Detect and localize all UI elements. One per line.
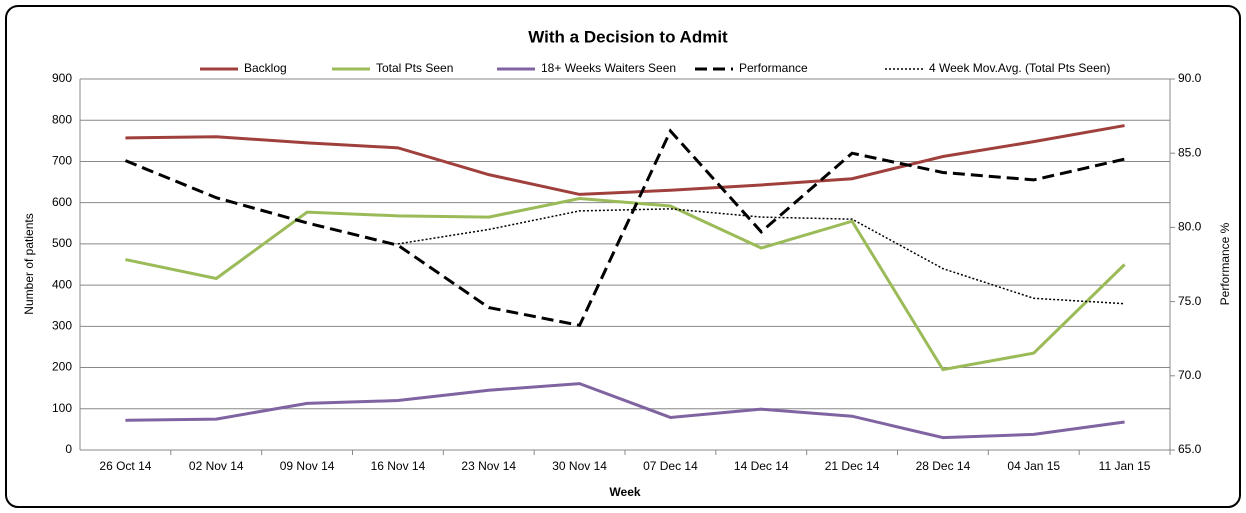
y2-tick-label: 70.0 (1178, 368, 1202, 382)
series-line (125, 382, 1125, 440)
y2-tick-label: 75.0 (1178, 294, 1202, 308)
x-tick-label: 11 Jan 15 (1099, 459, 1151, 473)
series-line (124, 128, 1125, 328)
legend-label: Performance (739, 61, 808, 75)
y2-tick-label: 90.0 (1178, 71, 1202, 85)
y2-tick-label: 65.0 (1178, 442, 1202, 456)
x-tick-label: 07 Dec 14 (643, 459, 698, 473)
legend-label: 18+ Weeks Waiters Seen (541, 61, 676, 75)
chart-frame (5, 5, 1241, 508)
x-tick-label: 02 Nov 14 (189, 459, 244, 473)
x-tick-label: 16 Nov 14 (371, 459, 426, 473)
x-tick-label: 23 Nov 14 (461, 459, 516, 473)
series-line (397, 208, 1125, 305)
y2-tick-label: 85.0 (1178, 145, 1202, 159)
legend-label: 4 Week Mov.Avg. (Total Pts Seen) (929, 61, 1110, 75)
y-axis-label: Number of patients (22, 213, 36, 314)
x-tick-label: 28 Dec 14 (916, 459, 971, 473)
x-axis-label: Week (609, 485, 640, 499)
legend-label: Total Pts Seen (376, 61, 453, 75)
y-tick-label: 100 (52, 401, 72, 415)
series-line (125, 124, 1125, 196)
x-tick-label: 21 Dec 14 (825, 459, 880, 473)
x-tick-label: 26 Oct 14 (99, 459, 151, 473)
y-tick-label: 700 (52, 154, 72, 168)
y2-tick-label: 80.0 (1178, 220, 1202, 234)
y-tick-label: 800 (52, 112, 72, 126)
y-tick-label: 500 (52, 236, 72, 250)
y-tick-label: 200 (52, 360, 72, 374)
y-tick-label: 0 (65, 442, 72, 456)
x-tick-label: 04 Jan 15 (1007, 459, 1060, 473)
x-tick-label: 14 Dec 14 (734, 459, 789, 473)
y-tick-label: 900 (52, 71, 72, 85)
y-tick-label: 600 (52, 195, 72, 209)
x-tick-label: 30 Nov 14 (552, 459, 607, 473)
x-tick-label: 09 Nov 14 (280, 459, 335, 473)
y-tick-label: 300 (52, 319, 72, 333)
series-line (125, 197, 1126, 372)
y2-axis-label: Performance % (1218, 222, 1232, 305)
legend-label: Backlog (244, 61, 287, 75)
y-tick-label: 400 (52, 277, 72, 291)
chart-title: With a Decision to Admit (528, 27, 728, 46)
